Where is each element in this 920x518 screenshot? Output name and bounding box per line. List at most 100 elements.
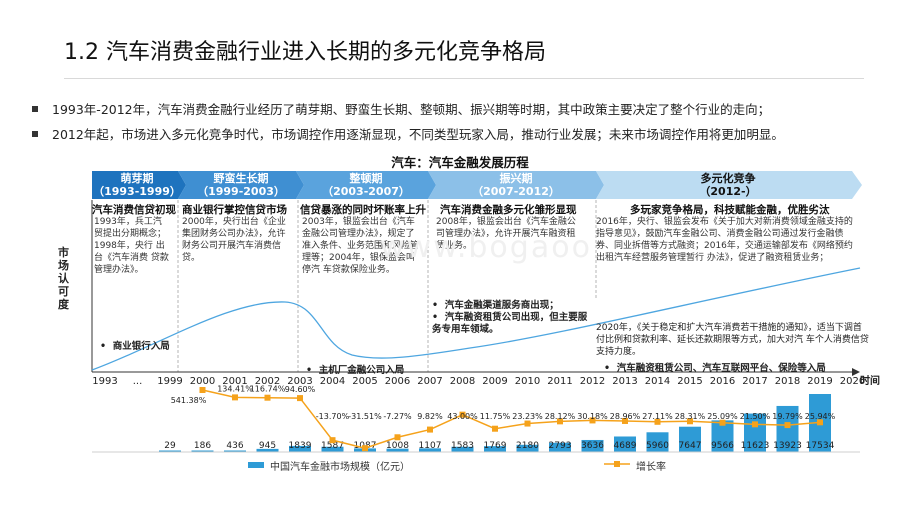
x-tick-label: 2003	[287, 376, 312, 387]
growth-rate-label: 94.60%	[285, 385, 316, 394]
annotation-text: 汽车融资租赁公司、汽车互联网平台、保险等入局	[616, 363, 826, 374]
square-bullet-icon	[32, 131, 38, 137]
growth-rate-label: 28.12%	[545, 412, 576, 421]
bar-value-label: 945	[259, 441, 276, 451]
bar-value-label: 2793	[549, 441, 572, 451]
annotation-text: 汽车金融渠道服务商出现；	[444, 300, 559, 311]
bar	[679, 426, 701, 452]
bullet-item-2: 2012年起，市场进入多元化竞争时代，市场调控作用逐渐显现，不同类型玩家入局，推…	[32, 124, 784, 143]
growth-rate-point	[752, 421, 758, 428]
annotation-text: 商业银行入局	[112, 341, 170, 352]
annotation-leasing: • 汽车融资租赁公司出现，但主要服务专用车领域。	[432, 312, 588, 335]
x-tick-label: 2004	[320, 376, 345, 387]
bullet-text-1: 1993年-2012年，汽车消费金融行业经历了萌芽期、野蛮生长期、整顿期、振兴期…	[52, 102, 771, 117]
bar-value-label: 1107	[419, 441, 442, 451]
stage-range: （2003-2007）	[322, 185, 410, 198]
title-divider	[64, 78, 864, 79]
bar-value-label: 7647	[679, 441, 702, 451]
bar	[711, 420, 734, 452]
bar	[419, 448, 441, 452]
stage-headline-5: 多玩家竞争格局，科技赋能金融，优胜劣汰	[630, 204, 830, 216]
stage-arrow-4	[428, 171, 604, 199]
x-axis-label: 时间	[860, 376, 880, 387]
bar-value-label: 29	[164, 441, 176, 451]
growth-rate-point	[589, 417, 596, 424]
x-tick-label: 2016	[710, 376, 735, 387]
stage-label-1: 萌芽期 （1993-1999）	[92, 171, 182, 199]
bar	[646, 432, 669, 452]
stage-range: （1999-2003）	[197, 185, 285, 198]
stage-range: （2007-2012）	[472, 185, 560, 198]
x-tick-label: 2007	[417, 376, 442, 387]
bar-value-label: 1769	[484, 441, 507, 451]
growth-rate-point	[264, 394, 271, 401]
growth-rate-point	[362, 445, 368, 452]
stage-name: 野蛮生长期	[213, 172, 269, 185]
growth-rate-label: 9.82%	[417, 412, 443, 421]
x-tick-label: 2020	[840, 376, 865, 387]
stage-headline-4: 汽车消费金融多元化雏形显现	[440, 204, 577, 216]
stage-text-3: 2003年，银监会出台《汽车金融公司管理办法》，规定了准入条件、业务范围和风险管…	[302, 217, 420, 275]
x-tick-label: 2001	[222, 376, 247, 387]
annotation-players-2015: • 汽车融资租赁公司、汽车互联网平台、保险等入局	[604, 363, 826, 374]
growth-rate-point	[459, 411, 466, 418]
growth-rate-point	[654, 418, 661, 425]
stage-headline-2: 商业银行掌控信贷市场	[182, 204, 287, 216]
growth-rate-point	[719, 419, 726, 426]
growth-rate-point	[329, 437, 336, 444]
stage-label-3: 整顿期 （2003-2007）	[298, 171, 434, 199]
x-tick-label: 2000	[190, 376, 215, 387]
x-tick-label: 2009	[482, 376, 507, 387]
stage-headline-1: 汽车消费信贷初现	[92, 204, 176, 216]
legend-line-label: 增长率	[636, 462, 666, 473]
x-tick-label: 2008	[450, 376, 475, 387]
x-tick-label: 2012	[580, 376, 605, 387]
growth-rate-point	[199, 387, 206, 393]
growth-rate-label: 43.00%	[447, 412, 478, 421]
stage-name: 整顿期	[349, 172, 383, 185]
growth-rate-point	[817, 419, 823, 426]
x-tick-label: 2018	[775, 376, 800, 387]
bar	[321, 446, 344, 452]
bar	[289, 445, 311, 452]
legend-bar-label: 中国汽车金融市场规模（亿元）	[270, 462, 410, 473]
growth-rate-point	[297, 395, 303, 402]
x-tick-label: 1993	[92, 376, 117, 387]
bar-value-label: 11623	[741, 441, 770, 451]
growth-rate-point	[784, 422, 791, 429]
stage-arrow-1	[92, 171, 186, 199]
x-tick-label: 2002	[255, 376, 280, 387]
x-tick-label: 2013	[612, 376, 637, 387]
bar	[744, 413, 766, 452]
stage-label-4: 振兴期 （2007-2012）	[430, 171, 602, 199]
stage-range: （1993-1999）	[93, 185, 181, 198]
growth-rate-point	[232, 394, 238, 401]
bar-value-label: 3636	[581, 441, 604, 451]
bar-value-label: 1583	[451, 441, 474, 451]
stage-range: （2012-）	[699, 185, 757, 198]
growth-rate-label: 116.74%	[250, 385, 286, 394]
bar	[159, 450, 181, 452]
annotation-main-auto-finance: • 主机厂金融公司入局	[306, 365, 405, 376]
stage-arrow-3	[296, 171, 436, 199]
growth-rate-point	[524, 420, 531, 427]
growth-rate-point	[492, 425, 498, 432]
growth-rate-label: 23.23%	[512, 412, 543, 421]
bar-value-label: 436	[226, 441, 243, 451]
growth-rate-point	[557, 418, 563, 425]
growth-rate-line	[202, 389, 821, 449]
growth-rate-label: -7.27%	[383, 412, 412, 421]
growth-rate-label: 25.09%	[707, 412, 738, 421]
bar-value-label: 1839	[289, 441, 312, 451]
bar	[776, 405, 799, 452]
growth-rate-point	[427, 426, 433, 433]
bar	[224, 450, 246, 452]
bar-value-label: 5960	[646, 441, 669, 451]
x-tick-label: 2015	[677, 376, 702, 387]
growth-rate-label: 27.11%	[642, 412, 673, 421]
growth-rate-label: 11.75%	[480, 412, 511, 421]
annotation-text: 汽车融资租赁公司出现，但主要服务专用车领域。	[432, 312, 588, 335]
growth-rate-label: -13.70%	[316, 412, 350, 421]
stage-text-5: 2016年，央行、银监会发布《关于加大对新消费领域金融支持的指导意见》，鼓励汽车…	[596, 217, 853, 263]
